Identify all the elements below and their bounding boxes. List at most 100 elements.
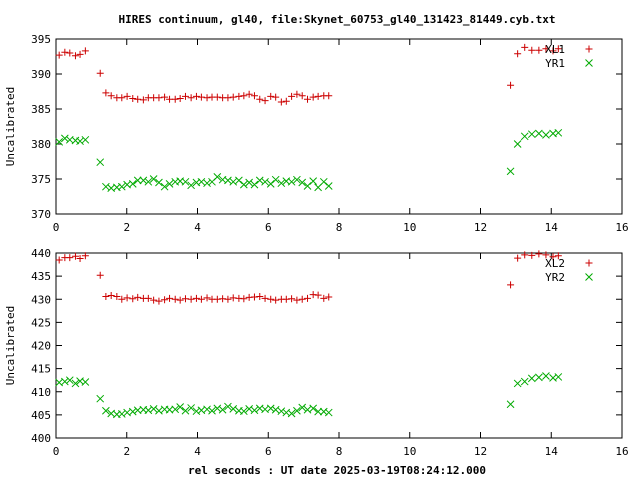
data-point-xl2	[240, 295, 248, 303]
data-point-yr2	[293, 406, 301, 415]
data-point-xl1	[187, 94, 195, 102]
y-tick-label: 385	[31, 103, 51, 116]
data-point-xl2	[261, 294, 269, 302]
y-tick-label: 395	[31, 33, 51, 46]
data-point-yr2	[250, 406, 259, 415]
x-tick-label: 8	[336, 221, 343, 234]
data-point-xl1	[549, 47, 557, 55]
data-point-xl1	[542, 45, 550, 53]
data-point-yr2	[213, 404, 222, 413]
data-point-xl1	[309, 93, 317, 101]
data-point-yr2	[314, 407, 322, 416]
x-tick-label: 8	[336, 445, 343, 458]
data-point-xl2	[150, 296, 158, 304]
legend-label: XL1	[545, 43, 565, 56]
data-point-yr1	[506, 167, 515, 176]
data-point-xl2	[71, 252, 79, 260]
data-point-xl1	[155, 94, 163, 102]
data-point-xl1	[71, 52, 79, 60]
data-point-yr2	[309, 404, 318, 413]
y-axis-label: Uncalibrated	[4, 87, 17, 166]
data-point-xl1	[514, 50, 522, 58]
data-point-yr2	[287, 409, 296, 418]
y-tick-label: 380	[31, 138, 51, 151]
top-plot: 0 2 4 6 8 10 12 14 16 370 375 380 385 390 395 Uncalibra…	[4, 33, 629, 234]
data-point-xl1	[250, 92, 258, 100]
x-tick-label: 2	[123, 221, 130, 234]
x-tick-label: 4	[194, 445, 201, 458]
data-point-xl2	[320, 294, 328, 302]
bottom-plot: 0 2 4 6 8 10 12 14 16 400 405 410 415 420 425 430 435 440…	[4, 247, 629, 458]
data-point-xl2	[549, 253, 557, 261]
data-point-xl1	[102, 89, 110, 97]
data-point-yr1	[81, 135, 90, 144]
data-point-xl1	[118, 94, 126, 102]
y-tick-label: 410	[31, 386, 51, 399]
data-point-yr2	[277, 407, 286, 416]
data-point-xl1	[235, 92, 243, 100]
data-point-yr2	[239, 407, 248, 416]
data-point-yr1	[239, 180, 248, 189]
data-point-xl1	[176, 95, 184, 102]
data-point-yr2	[128, 407, 137, 416]
data-point-xl1	[507, 81, 515, 89]
data-point-yr2	[271, 405, 280, 414]
data-point-xl2	[224, 295, 232, 303]
data-point-xl1	[245, 90, 253, 98]
legend-marker	[585, 45, 593, 53]
data-point-xl2	[298, 295, 306, 303]
data-point-yr1	[203, 179, 211, 188]
data-point-yr1	[309, 177, 318, 185]
data-point-yr1	[250, 180, 259, 189]
y-tick-label: 390	[31, 68, 51, 81]
y-tick-label: 375	[31, 173, 51, 186]
data-point-xl1	[298, 92, 306, 100]
y-tick-label: 430	[31, 293, 51, 306]
data-point-xl2	[272, 296, 280, 304]
y-axis-label: Uncalibrated	[4, 306, 17, 385]
data-point-yr1	[55, 138, 64, 146]
data-point-yr2	[513, 379, 522, 388]
data-point-yr1	[520, 132, 529, 141]
data-point-yr1	[187, 181, 195, 190]
data-point-yr1	[229, 177, 238, 186]
legend-label: YR1	[545, 57, 565, 70]
data-point-xl1	[197, 93, 205, 101]
data-point-yr2	[96, 394, 105, 403]
data-point-xl2	[293, 296, 301, 304]
data-point-xl1	[528, 46, 536, 54]
data-point-xl2	[118, 295, 126, 303]
data-point-yr2	[102, 406, 110, 415]
data-point-yr1	[266, 180, 275, 188]
data-point-xl1	[288, 92, 296, 100]
data-point-yr1	[319, 177, 328, 186]
legend-marker	[585, 273, 593, 281]
data-point-yr2	[117, 410, 126, 418]
data-point-xl1	[240, 92, 248, 100]
data-point-xl1	[55, 51, 63, 59]
data-point-yr2	[303, 405, 312, 414]
data-point-xl1	[554, 45, 562, 53]
legend-label: XL2	[545, 257, 565, 270]
data-point-yr2	[298, 403, 307, 412]
y-tick-label: 370	[31, 208, 51, 221]
data-point-yr2	[319, 407, 328, 416]
data-point-xl2	[129, 295, 137, 303]
data-point-xl1	[282, 97, 290, 105]
x-tick-label: 0	[53, 221, 60, 234]
data-point-yr1	[213, 173, 222, 181]
data-point-yr2	[527, 374, 536, 383]
data-point-xl1	[314, 92, 322, 100]
data-point-yr2	[266, 404, 275, 413]
data-point-xl1	[81, 47, 89, 55]
data-point-xl1	[192, 92, 200, 100]
chart-title: HIRES continuum, gl40, file:Skynet_60753…	[118, 13, 555, 26]
data-point-xl2	[55, 256, 63, 264]
data-point-yr1	[60, 134, 69, 143]
data-point-xl1	[161, 93, 169, 101]
data-point-xl2	[203, 294, 211, 302]
data-point-xl2	[304, 294, 312, 302]
x-tick-label: 14	[545, 445, 559, 458]
x-axis-label: rel seconds : UT date 2025-03-19T08:24:1…	[188, 464, 486, 477]
legend-label: YR2	[545, 271, 565, 284]
